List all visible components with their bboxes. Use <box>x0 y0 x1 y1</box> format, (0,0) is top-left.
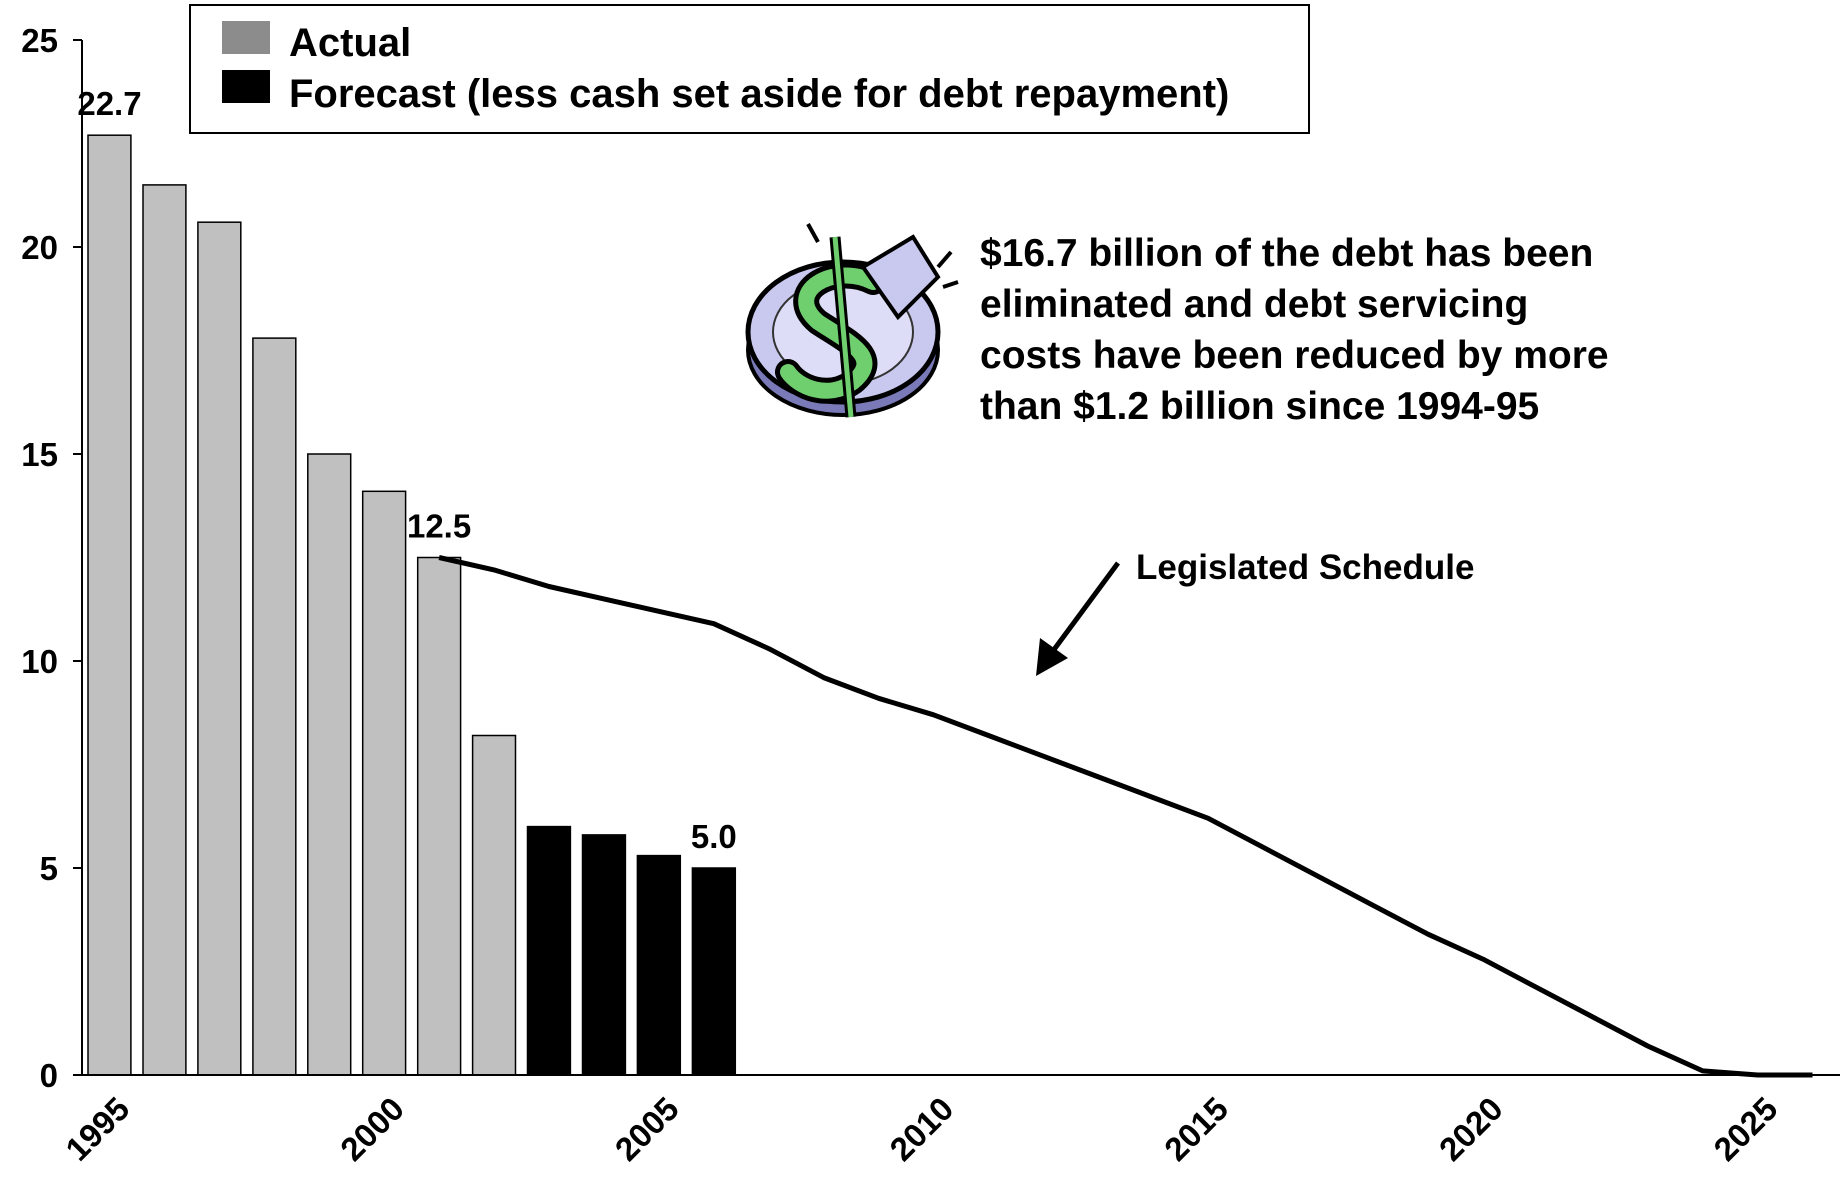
x-tick-label-2005: 2005 <box>608 1090 686 1168</box>
annotation-line-4: than $1.2 billion since 1994-95 <box>980 385 1539 428</box>
forecast-bar-2006 <box>691 867 737 1076</box>
bars-layer <box>87 134 737 1076</box>
actual-bar-1995 <box>87 134 132 1076</box>
y-tick-label-5: 5 <box>40 850 58 887</box>
dollar-coin-icon <box>745 223 959 418</box>
actual-bar-1999 <box>307 453 352 1076</box>
legislated-schedule-line <box>438 555 1813 1078</box>
x-tick-label-1995: 1995 <box>58 1090 136 1168</box>
y-ticks: 0 5 10 15 20 25 <box>21 22 82 1094</box>
callout-arrow-head <box>1036 638 1068 676</box>
forecast-bar-2003 <box>526 825 572 1076</box>
forecast-bar-2005 <box>636 854 682 1076</box>
annotation: $16.7 billion of the debt has been elimi… <box>980 232 1609 428</box>
legend: Actual Forecast (less cash set aside for… <box>189 4 1310 134</box>
data-labels: 22.7 12.5 5.0 <box>77 85 736 855</box>
actual-bar-1996 <box>142 184 187 1076</box>
callout-arrow-shaft <box>1047 561 1121 657</box>
y-tick-label-25: 25 <box>21 22 58 59</box>
actual-bar-2002 <box>471 734 517 1076</box>
x-tick-label-2015: 2015 <box>1157 1090 1235 1168</box>
data-label-2001: 12.5 <box>407 508 471 545</box>
schedule-callout-label: Legislated Schedule <box>1136 548 1474 587</box>
actual-bar-2001 <box>416 556 462 1076</box>
actual-bar-2000 <box>361 490 407 1076</box>
annotation-line-3: costs have been reduced by more <box>980 334 1609 377</box>
actual-bar-1997 <box>197 221 242 1076</box>
legend-swatch-actual <box>222 21 270 54</box>
legend-label-actual: Actual <box>289 21 411 65</box>
x-tick-label-2025: 2025 <box>1706 1090 1784 1168</box>
annotation-line-1: $16.7 billion of the debt has been <box>980 232 1593 275</box>
legend-swatch-forecast <box>222 70 270 103</box>
legend-label-forecast: Forecast (less cash set aside for debt r… <box>289 72 1229 116</box>
annotation-line-2: eliminated and debt servicing <box>980 283 1528 326</box>
schedule-callout: Legislated Schedule <box>1036 548 1474 676</box>
actual-bar-1998 <box>252 337 297 1076</box>
forecast-bar-2004 <box>581 834 627 1076</box>
x-tick-label-2010: 2010 <box>882 1090 960 1168</box>
x-ticks: 1995 2000 2005 2010 2015 2020 2025 <box>58 1090 1784 1168</box>
x-tick-label-2020: 2020 <box>1432 1090 1510 1168</box>
data-label-1995: 22.7 <box>77 85 141 122</box>
y-tick-label-0: 0 <box>40 1057 58 1094</box>
data-label-2006: 5.0 <box>691 818 737 855</box>
y-tick-label-20: 20 <box>21 229 58 266</box>
y-tick-label-10: 10 <box>21 643 58 680</box>
axes-layer <box>81 40 1840 1076</box>
legend-box <box>189 4 1310 134</box>
x-tick-label-2000: 2000 <box>333 1090 411 1168</box>
y-tick-label-15: 15 <box>21 436 58 473</box>
